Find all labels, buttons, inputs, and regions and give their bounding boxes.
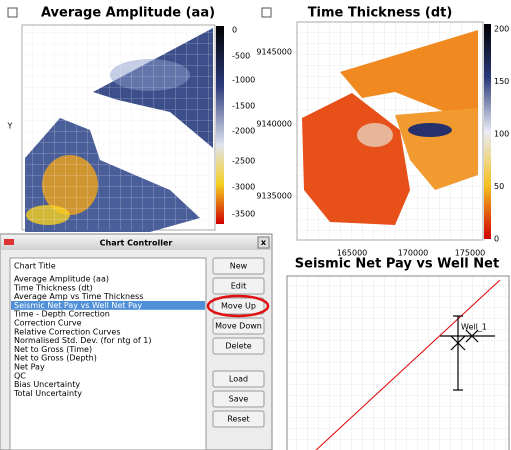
button-face[interactable] — [212, 257, 265, 275]
button[interactable]: Delete — [212, 337, 265, 355]
y-tick-label: 9140000 — [256, 120, 292, 129]
button[interactable]: Save — [212, 390, 265, 408]
list-item[interactable]: QC — [14, 371, 26, 380]
chart-controller-dialog: Chart Controller x Chart Title Average A… — [0, 233, 273, 450]
button[interactable]: Load — [212, 370, 265, 388]
button-face[interactable] — [212, 277, 265, 295]
colorbar-tick-label: 100 — [494, 130, 509, 139]
button-face[interactable] — [212, 297, 265, 315]
button-label[interactable]: Load — [229, 375, 248, 384]
button[interactable]: New — [212, 257, 265, 275]
colorbar-tick-label: 200 — [494, 25, 509, 34]
button-face[interactable] — [212, 337, 265, 355]
list-item[interactable]: Correction Curve — [14, 319, 82, 328]
colorbar-tick-label: 150 — [494, 77, 509, 86]
colorbar-tick-label: -1500 — [232, 102, 255, 111]
panel-title: Seismic Net Pay vs Well Net — [295, 257, 499, 272]
close-button[interactable] — [257, 236, 270, 249]
colorbar-tick-label: 0 — [494, 235, 499, 244]
colorbar — [216, 26, 224, 224]
map-region — [408, 123, 452, 137]
list-box[interactable] — [9, 257, 207, 450]
map-region — [357, 123, 393, 147]
list-item[interactable]: Net to Gross (Depth) — [14, 354, 97, 363]
x-tick-label: 170000 — [398, 249, 429, 258]
button-face[interactable] — [212, 317, 265, 335]
well-point — [440, 315, 495, 391]
button-face[interactable] — [212, 390, 265, 408]
grid — [22, 25, 215, 230]
window-icon — [4, 239, 14, 245]
x-tick-label: 165000 — [337, 249, 368, 258]
button[interactable]: Reset — [212, 410, 265, 428]
selected-row — [11, 301, 205, 310]
list-item[interactable]: Average Amplitude (aa) — [14, 275, 109, 284]
panel-icon — [7, 7, 18, 18]
colorbar-tick-label: -500 — [232, 52, 250, 61]
list-item[interactable]: Net to Gross (Time) — [14, 345, 92, 354]
highlight-ellipse — [206, 294, 270, 318]
annotation: Well_1 — [461, 323, 487, 332]
list-item[interactable]: Time Thickness (dt) — [13, 283, 93, 292]
button[interactable]: Edit — [212, 277, 265, 295]
list-item[interactable]: Normalised Std. Dev. (for ntg of 1) — [14, 336, 152, 345]
list-item[interactable]: Average Amp vs Time Thickness — [14, 292, 143, 301]
panel-title: Time Thickness (dt) — [308, 6, 453, 21]
list-item[interactable]: Total Uncertainty — [13, 389, 82, 398]
reference-line — [315, 279, 501, 450]
list-item[interactable]: Bias Uncertainty — [14, 380, 80, 389]
colorbar-tick-label: 50 — [494, 182, 504, 191]
dialog-title: Chart Controller — [100, 239, 173, 248]
y-tick-label: 9145000 — [256, 48, 292, 57]
button-label[interactable]: Delete — [225, 342, 251, 351]
list-item[interactable]: Seismic Net Pay vs Well Net Pay — [14, 301, 142, 310]
button-label[interactable]: Move Up — [221, 302, 256, 311]
button-label[interactable]: Move Down — [215, 322, 262, 331]
list-item[interactable]: Net Pay — [14, 363, 45, 372]
plot-area — [286, 275, 510, 450]
button-label[interactable]: Save — [229, 395, 249, 404]
close-label[interactable]: x — [261, 238, 267, 247]
axis-label: Y — [7, 122, 13, 131]
list-item[interactable]: Relative Correction Curves — [14, 327, 121, 336]
amplitude-map: Average Amplitude (aa) Y — [7, 6, 224, 232]
colorbar-tick-label: -3000 — [232, 183, 255, 192]
thickness-map: Time Thickness (dt) — [261, 6, 491, 241]
colorbar-tick-label: 0 — [232, 26, 237, 35]
button-label[interactable]: New — [230, 262, 248, 271]
colorbar-tick-label: -2500 — [232, 157, 255, 166]
button[interactable]: Move Up — [212, 297, 265, 315]
x-tick-label: 175000 — [455, 249, 486, 258]
button-label[interactable]: Reset — [227, 415, 249, 424]
colorbar — [484, 24, 491, 239]
map-region — [340, 30, 478, 125]
list-header: Chart Title — [14, 262, 56, 271]
panel-title: Average Amplitude (aa) — [41, 6, 215, 21]
list-item[interactable]: Time - Depth Correction — [13, 310, 110, 319]
button-label[interactable]: Edit — [231, 282, 247, 291]
colorbar-tick-label: -1000 — [232, 76, 255, 85]
panel-icon — [261, 7, 272, 18]
button-face[interactable] — [212, 370, 265, 388]
button-face[interactable] — [212, 410, 265, 428]
y-tick-label: 9135000 — [256, 192, 292, 201]
title-bar — [1, 235, 271, 250]
colorbar-tick-label: -2000 — [232, 127, 255, 136]
colorbar-tick-label: -3500 — [232, 210, 255, 219]
button[interactable]: Move Down — [212, 317, 265, 335]
net-pay-chart: Seismic Net Pay vs Well Net Well_1 — [286, 257, 510, 450]
